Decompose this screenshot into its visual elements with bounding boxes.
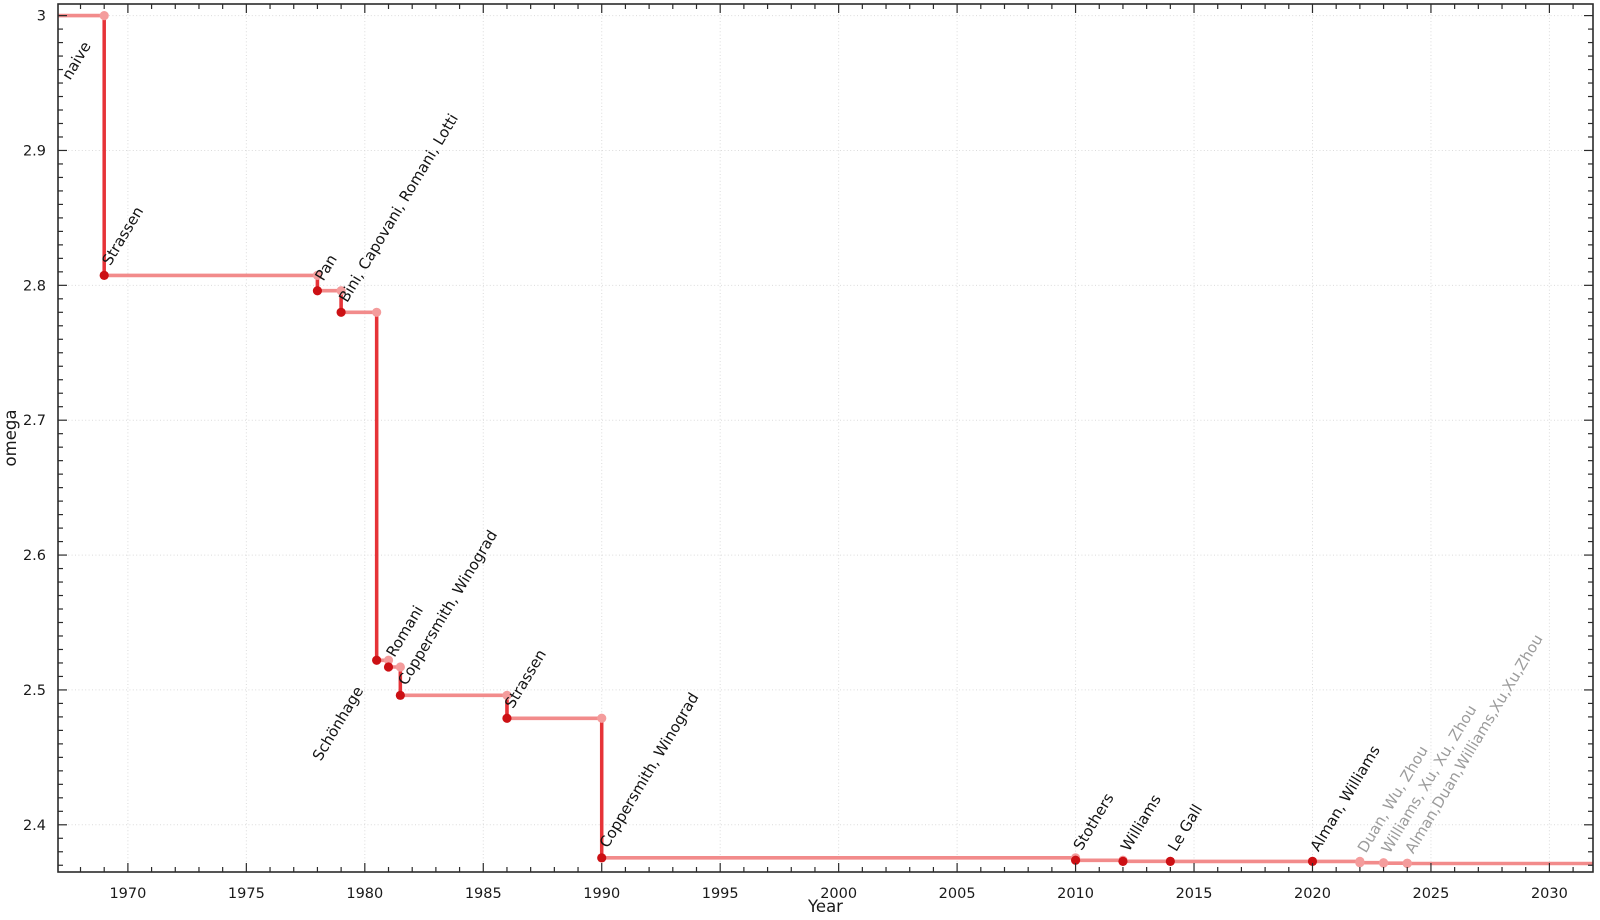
- drop-segments: [102, 15, 1409, 864]
- corner-dot: [597, 713, 607, 723]
- corner-dot: [395, 662, 405, 672]
- data-point-dot: [395, 690, 405, 700]
- corner-dot: [383, 655, 394, 665]
- data-points: [99, 270, 1412, 869]
- data-point-dot: [99, 270, 109, 280]
- point-annotation: Stothers: [1070, 790, 1118, 854]
- corner-dot: [99, 10, 109, 21]
- x-axis-title: Year: [807, 897, 843, 916]
- point-annotation: naive: [58, 38, 95, 82]
- x-tick-label: 2010: [1057, 886, 1094, 902]
- corner-dot: [502, 690, 512, 700]
- axis-ticks: [58, 4, 1593, 872]
- point-annotation: Williams: [1117, 791, 1165, 854]
- x-tick-label: 1990: [583, 886, 620, 902]
- data-point-dot: [1165, 856, 1175, 866]
- x-tick-label: 2030: [1531, 886, 1568, 902]
- x-tick-label: 2020: [1294, 886, 1331, 902]
- x-tick-label: 1985: [465, 886, 502, 902]
- x-tick-labels: 1970 1975 1980 1985 1990 1995 2000 2005 2010 2015…: [109, 886, 1567, 902]
- y-tick-label: 2.6: [23, 548, 46, 564]
- x-tick-label: 2000: [820, 886, 857, 902]
- y-tick-label: 2.5: [23, 683, 46, 699]
- data-point-dot: [1307, 856, 1318, 867]
- point-annotation: Bini, Capovani, Romani, Lotti: [335, 111, 462, 306]
- data-point-dot: [1378, 858, 1389, 868]
- x-tick-label: 2015: [1176, 886, 1213, 902]
- corner-dot: [336, 286, 346, 296]
- y-tick-label: 3: [37, 9, 46, 25]
- point-annotation: Strassen: [501, 646, 550, 711]
- data-point-dot: [502, 713, 512, 723]
- y-tick-label: 2.8: [23, 278, 46, 294]
- data-point-dot: [383, 662, 394, 672]
- data-point-dot: [1402, 858, 1412, 869]
- gridlines: [58, 4, 1593, 872]
- corner-dots: [99, 10, 1412, 868]
- plot-frame: [57, 3, 1594, 873]
- point-annotation: Coppersmith, Winograd: [596, 690, 703, 851]
- data-point-dot: [312, 286, 323, 296]
- data-point-dot: [1070, 855, 1081, 865]
- data-point-dot: [1118, 856, 1128, 866]
- x-tick-label: 1970: [109, 886, 146, 902]
- point-annotation: Schönhage: [309, 683, 367, 764]
- corner-dot: [312, 270, 323, 280]
- data-point-dot: [336, 307, 346, 317]
- x-tick-label: 2025: [1412, 886, 1449, 902]
- x-tick-label: 1980: [346, 886, 383, 902]
- step-line: [58, 13, 1593, 866]
- point-annotation: Le Gall: [1164, 801, 1206, 854]
- data-point-dot: [372, 655, 382, 665]
- x-tick-label: 1975: [228, 886, 265, 902]
- data-point-dot: [1355, 858, 1365, 868]
- y-tick-label: 2.7: [23, 413, 46, 429]
- y-tick-label: 2.4: [23, 818, 46, 834]
- point-annotation: Alman,Duan,Williams,Xu,Xu,Zhou: [1401, 631, 1546, 856]
- corner-dot: [372, 307, 382, 317]
- x-tick-label: 2005: [939, 886, 976, 902]
- y-axis-title: omega: [1, 410, 20, 467]
- y-tick-labels: 2.4 2.5 2.6 2.7 2.8 2.9 3: [23, 9, 46, 834]
- data-point-dot: [597, 853, 607, 863]
- x-tick-label: 1995: [702, 886, 739, 902]
- y-tick-label: 2.9: [23, 143, 46, 159]
